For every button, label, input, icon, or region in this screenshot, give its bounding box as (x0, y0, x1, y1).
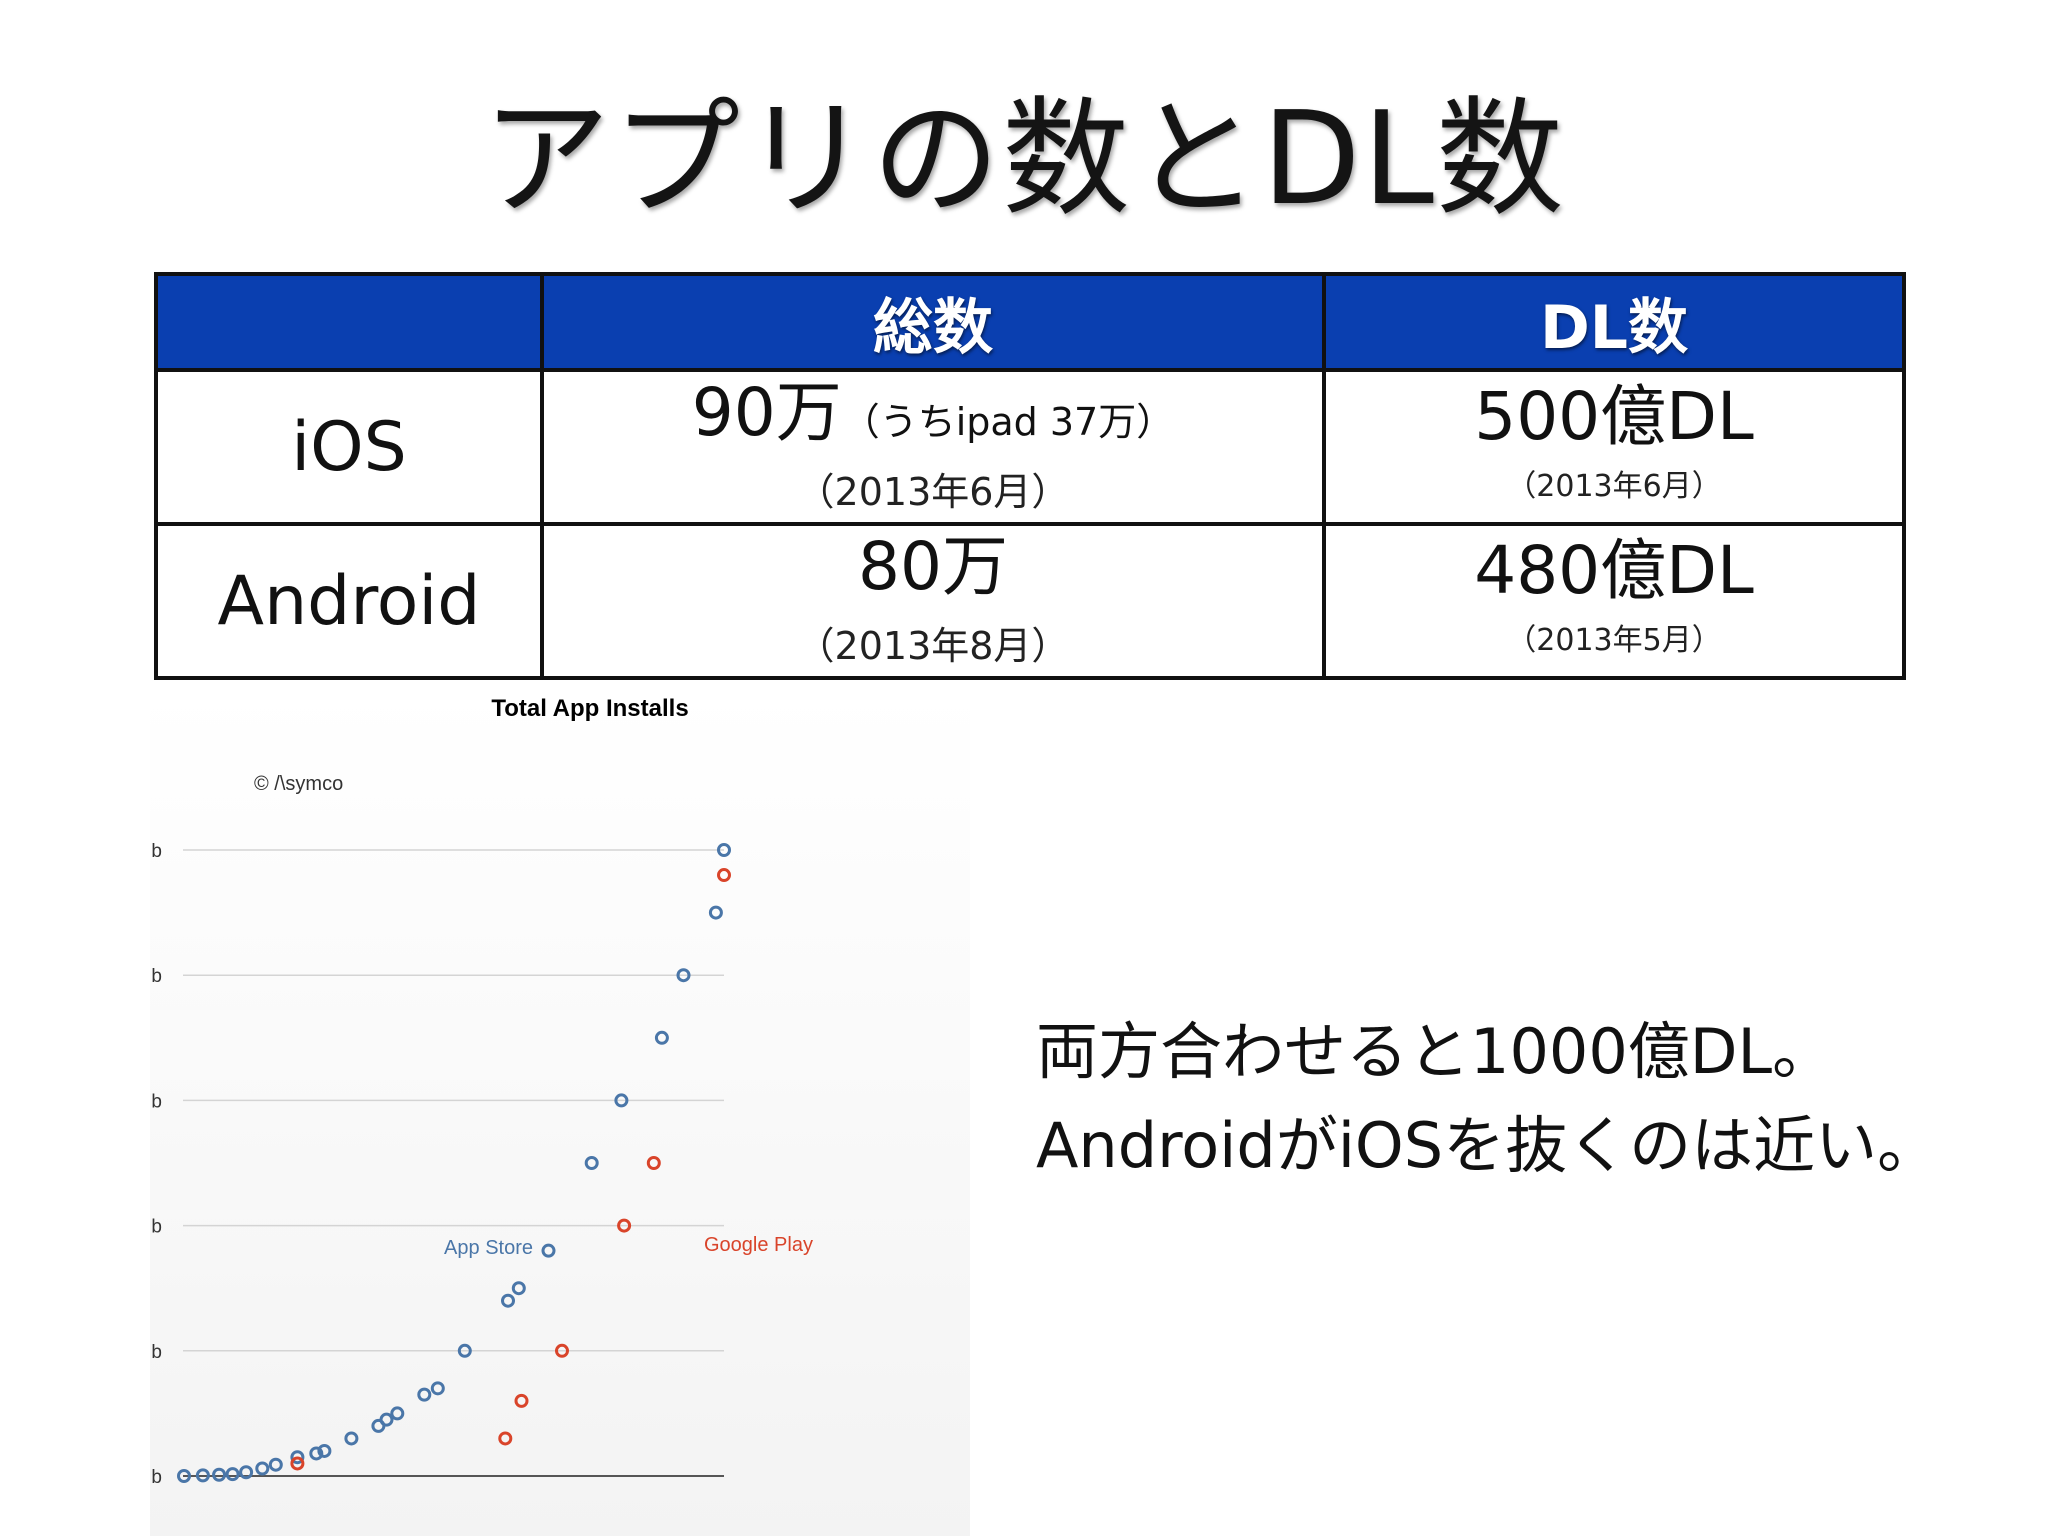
data-point (584, 1156, 599, 1170)
chart-background (150, 690, 970, 1536)
table-row-android: Android 80万 （2013年8月） 480億DL （2013年5月） (154, 522, 1906, 680)
slide-title: アプリの数とDL数 (482, 85, 1566, 234)
ios-total-value: 90万 (691, 373, 842, 451)
header-downloads: DL数 (1322, 272, 1906, 372)
data-point (717, 868, 731, 883)
data-point (290, 1456, 305, 1471)
data-point (268, 1457, 283, 1472)
data-point (239, 1465, 254, 1480)
data-point (646, 1156, 661, 1170)
ios-downloads-value: 500億DL (1474, 378, 1754, 455)
chart-container: 0 b 10 b 20 b 30 b 40 b 50 b Total App Instal… (125, 690, 970, 1536)
data-point (511, 1281, 526, 1296)
data-point (212, 1467, 227, 1482)
data-point (255, 1461, 270, 1476)
cell-android-downloads: 480億DL （2013年5月） (1322, 522, 1906, 680)
data-point (195, 1468, 210, 1483)
y-tick-label: 20 b (150, 1217, 162, 1238)
y-tick-label: 30 b (150, 1091, 162, 1112)
series-google-play (290, 868, 731, 1471)
data-point (390, 1406, 405, 1421)
y-tick-label: 40 b (150, 966, 162, 987)
data-point (617, 1218, 632, 1233)
table-row-ios: iOS 90万（うちipad 37万） （2013年6月） 500億DL （20… (154, 368, 1906, 526)
total-app-installs-chart: 0 b 10 b 20 b 30 b 40 b 50 b Total App Instal… (125, 690, 970, 1536)
y-tick-label: 50 b (150, 841, 162, 862)
android-downloads-value: 480億DL (1474, 532, 1754, 609)
data-point (309, 1446, 324, 1461)
data-point (290, 1450, 305, 1465)
row-label-android: Android (154, 522, 544, 680)
data-point (498, 1431, 513, 1446)
data-point (317, 1443, 332, 1458)
header-total: 総数 (540, 272, 1326, 372)
data-point (614, 1093, 629, 1108)
point-layer (177, 843, 731, 1483)
series-annotation: App Store (444, 1237, 533, 1259)
android-total-value: 80万 (858, 527, 1008, 605)
cell-android-total: 80万 （2013年8月） (540, 522, 1326, 680)
series-annotation: Google Play (704, 1234, 813, 1256)
data-point (717, 843, 731, 857)
header-empty (154, 272, 544, 372)
data-point (708, 905, 723, 920)
ios-total-date: （2013年6月） (796, 469, 1070, 514)
annotation-layer: App Store Google Play (444, 1234, 813, 1259)
data-point (344, 1431, 359, 1446)
data-point (676, 968, 691, 983)
cell-ios-total: 90万（うちipad 37万） （2013年6月） (540, 368, 1326, 526)
series-app-store (177, 843, 731, 1483)
android-total-line: 80万 (544, 527, 1322, 616)
ios-total-line: 90万（うちipad 37万） (544, 373, 1322, 462)
caption-line-2: AndroidがiOSを抜くのは近い。 (1036, 1109, 1940, 1182)
android-downloads-date: （2013年5月） (1506, 623, 1722, 658)
data-point (177, 1469, 191, 1483)
data-point (654, 1030, 669, 1045)
data-point (501, 1293, 515, 1308)
data-point (430, 1381, 445, 1396)
data-point (541, 1243, 556, 1258)
y-tick-label: 0 b (150, 1467, 162, 1488)
grid-layer (183, 849, 724, 1477)
data-point (225, 1467, 240, 1482)
y-tick-label: 10 b (150, 1342, 162, 1363)
data-point (555, 1343, 569, 1358)
data-point (379, 1412, 394, 1427)
row-label-ios: iOS (154, 368, 544, 526)
ios-downloads-date: （2013年6月） (1506, 469, 1722, 504)
cell-ios-downloads: 500億DL （2013年6月） (1322, 368, 1906, 526)
caption: 両方合わせると1000億DL。 AndroidがiOSを抜くのは近い。 (1036, 1005, 2026, 1193)
table-header-row: 総数 DL数 (154, 272, 1906, 372)
data-point (514, 1393, 529, 1408)
data-point (457, 1343, 472, 1358)
stats-table: 総数 DL数 iOS 90万（うちipad 37万） （2013年6月） 500… (154, 272, 1906, 680)
data-point (417, 1387, 432, 1402)
caption-line-1: 両方合わせると1000億DL。 (1036, 1015, 1835, 1088)
android-total-date: （2013年8月） (796, 623, 1070, 668)
ios-total-note: （うちipad 37万） (841, 399, 1175, 444)
chart-title: Total App Installs (491, 695, 688, 722)
chart-copyright: © /\symco (254, 773, 343, 795)
